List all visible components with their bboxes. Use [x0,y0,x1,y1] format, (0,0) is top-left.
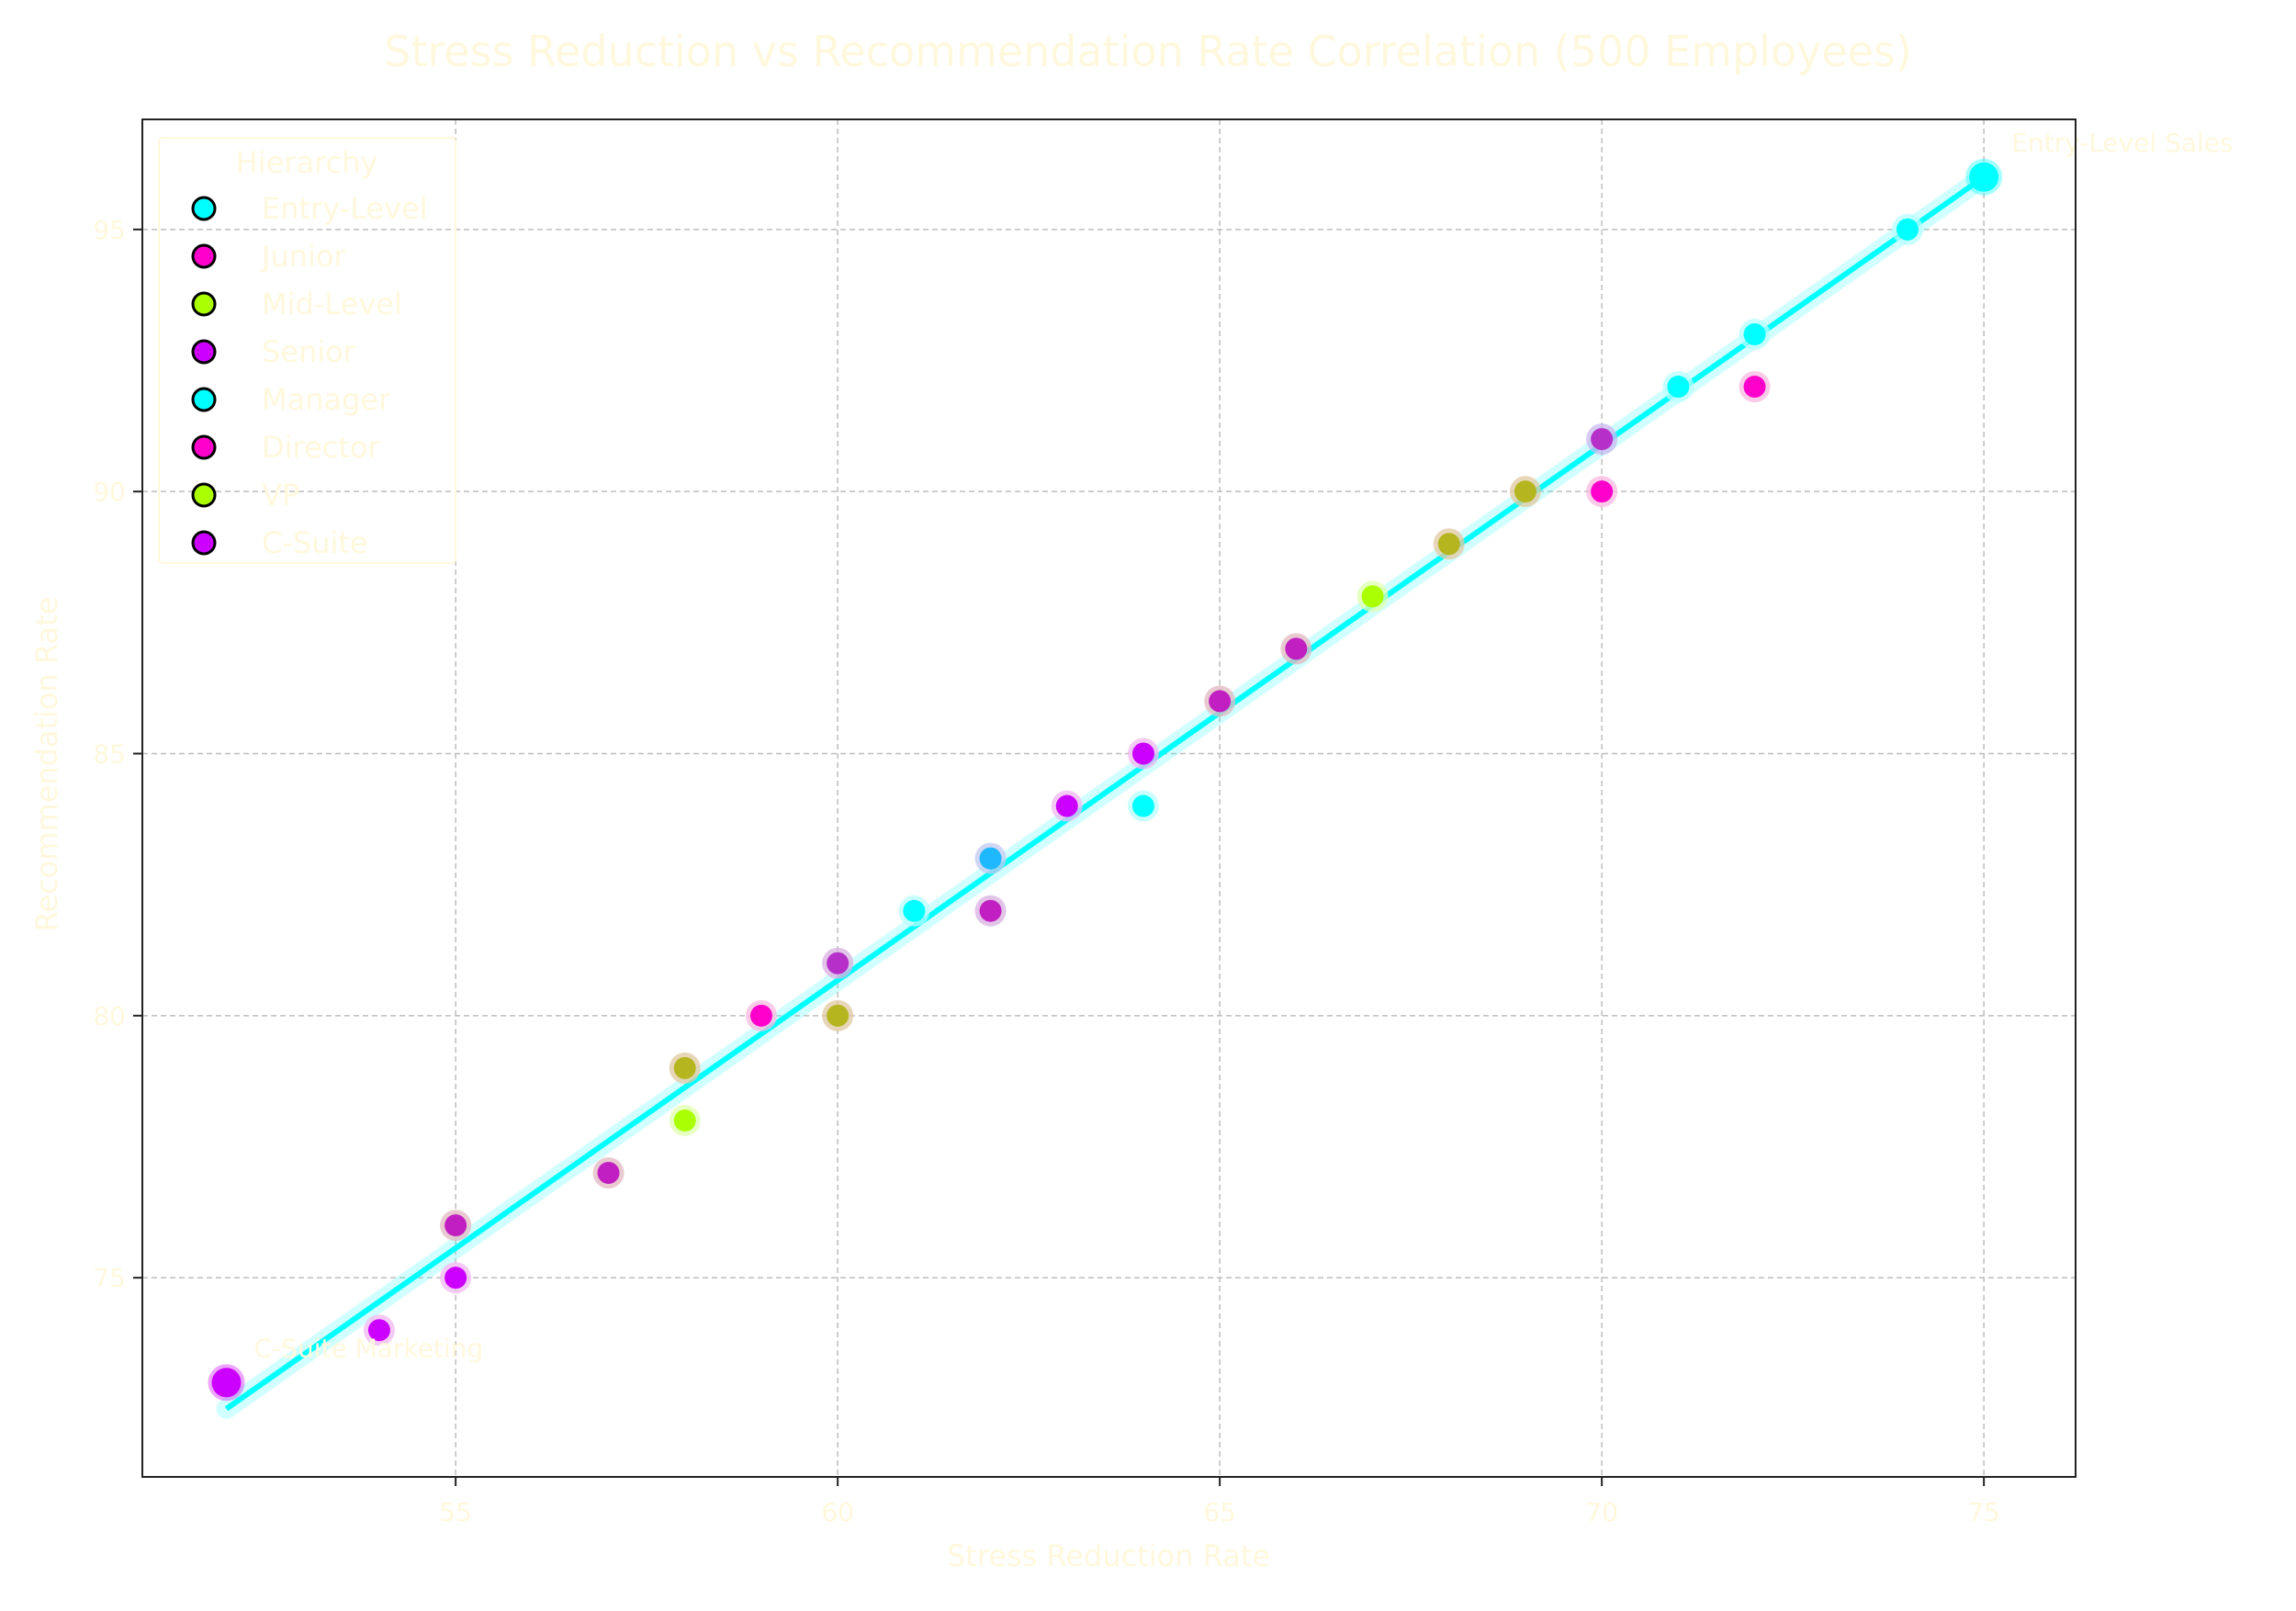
data-point [1743,376,1766,399]
plot-area-frame [141,118,2077,1478]
data-point [673,1056,696,1079]
x-tick-label: 60 [821,1497,854,1527]
data-point [211,1368,242,1398]
y-tick-label: 90 [93,477,126,507]
legend-marker [191,434,217,460]
annotations: Entry-Level Sales C-Suite Marketing [254,128,2234,1364]
legend-label: Director [262,430,380,465]
y-tick-label: 85 [93,738,126,769]
x-tick-label: 70 [1585,1497,1618,1527]
data-point [1896,218,1919,241]
x-tick-label: 55 [439,1497,472,1527]
data-point [1361,585,1384,608]
x-tick-label: 75 [1967,1497,2000,1527]
data-point [1285,637,1308,660]
legend-marker [191,530,217,556]
y-tick-label: 95 [93,215,126,245]
legend-label: Manager [262,382,391,417]
data-point [1667,376,1690,399]
legend-marker [191,196,217,221]
data-point [1591,480,1614,503]
point-annotation: Entry-Level Sales [2011,128,2233,158]
legend: Hierarchy Entry-Level Junior Mid-Level Seni… [158,137,456,564]
data-point [445,1267,467,1290]
point-annotation: C-Suite Marketing [254,1333,484,1363]
legend-marker [191,387,217,412]
data-point [827,1004,850,1027]
data-point [1131,794,1154,817]
data-point [979,899,1002,922]
data-point [1969,162,1999,192]
legend-marker [191,291,217,317]
y-tick-label: 75 [93,1263,126,1293]
x-axis-label: Stress Reduction Rate [947,1538,1270,1573]
trend-line [224,175,1986,1412]
legend-label: C-Suite [262,525,368,560]
x-tick-label: 65 [1203,1497,1236,1527]
data-point [673,1109,696,1132]
legend-title: Hierarchy [236,145,378,180]
y-axis-label: Recommendation Rate [29,597,64,932]
legend-label: VP [262,478,299,513]
data-point [445,1214,467,1237]
legend-label: Junior [260,239,346,274]
data-point [903,899,926,922]
data-point [1131,742,1154,765]
data-points [208,158,2003,1402]
legend-marker [191,339,217,365]
legend-label: Senior [262,334,356,369]
tick-labels: 55 60 65 70 75 75 80 85 90 95 [93,215,2000,1527]
legend-box [158,137,456,564]
data-point [749,1004,772,1027]
data-point [1437,533,1460,556]
data-point [1514,480,1536,503]
legend-marker [191,482,217,508]
data-point [827,952,850,974]
chart-title: Stress Reduction vs Recommendation Rate … [384,27,1912,76]
legend-marker [191,243,217,269]
trend-line-group [216,166,1995,1419]
data-point [367,1319,390,1342]
data-point [1743,322,1766,345]
data-point [979,847,1002,870]
legend-label: Mid-Level [262,287,402,321]
data-point [1209,690,1232,713]
y-tick-label: 80 [93,1001,126,1031]
legend-label: Entry-Level [262,191,428,226]
data-point [1591,428,1614,451]
data-point [1055,794,1078,817]
data-point [597,1162,620,1185]
